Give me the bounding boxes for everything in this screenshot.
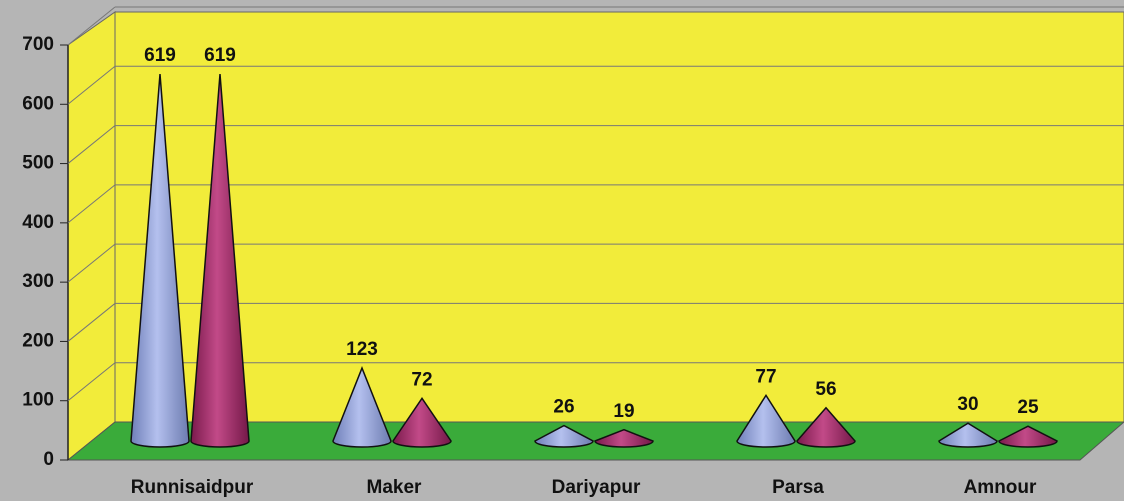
- value-label: 30: [957, 394, 978, 415]
- cone: [392, 396, 452, 448]
- y-tick-label: 700: [22, 34, 54, 55]
- cone: [534, 424, 594, 448]
- cone: [938, 422, 998, 448]
- x-tick-label: Runnisaidpur: [131, 477, 254, 498]
- grid-line: [67, 65, 116, 105]
- cone: [998, 425, 1058, 448]
- value-label: 56: [815, 379, 836, 400]
- grid-line: [67, 125, 116, 164]
- cone: [332, 366, 392, 448]
- value-label: 77: [755, 366, 776, 387]
- grid-line: [67, 243, 116, 283]
- cone: [190, 73, 250, 448]
- grid-line: [67, 362, 116, 402]
- value-label: 619: [204, 45, 236, 66]
- value-label: 19: [613, 401, 634, 422]
- value-label: 72: [411, 369, 432, 390]
- y-tick-label: 0: [43, 449, 54, 470]
- cone: [594, 428, 654, 448]
- y-tick-label: 300: [22, 271, 54, 292]
- value-label: 25: [1017, 397, 1039, 418]
- cone: [736, 393, 796, 448]
- x-tick-label: Parsa: [772, 477, 824, 498]
- grid-line: [67, 6, 116, 46]
- y-tick-label: 100: [22, 390, 54, 411]
- x-tick-label: Maker: [367, 477, 423, 498]
- y-tick-label: 400: [22, 212, 54, 233]
- y-tick-label: 600: [22, 93, 54, 114]
- value-label: 619: [144, 45, 176, 66]
- grid-line: [67, 303, 116, 342]
- x-tick-label: Dariyapur: [552, 477, 641, 498]
- value-label: 26: [553, 397, 574, 418]
- back-wall: [114, 11, 1124, 423]
- cone: [130, 73, 190, 448]
- side-wall: [67, 11, 116, 462]
- value-label: 123: [346, 339, 378, 360]
- cone: [796, 406, 856, 448]
- y-tick-label: 500: [22, 153, 54, 174]
- y-tick-label: 200: [22, 330, 54, 351]
- x-tick-label: Amnour: [964, 477, 1037, 498]
- grid-line: [67, 184, 116, 224]
